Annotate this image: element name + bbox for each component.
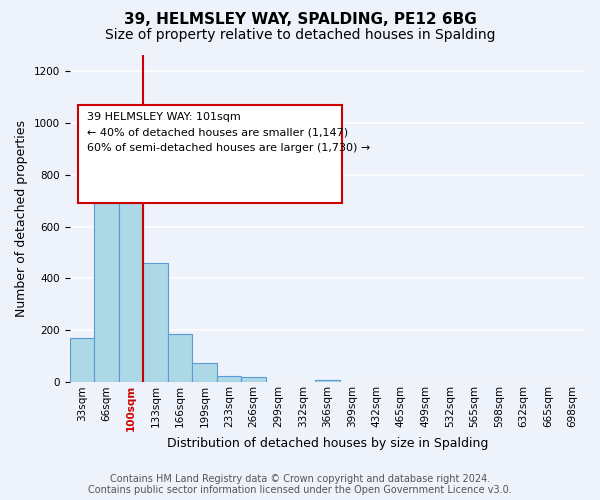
Bar bbox=[94, 130, 119, 382]
Bar bbox=[315, 380, 340, 382]
Text: Size of property relative to detached houses in Spalding: Size of property relative to detached ho… bbox=[105, 28, 495, 42]
Bar bbox=[70, 338, 94, 382]
Bar bbox=[192, 363, 217, 382]
Bar bbox=[143, 263, 168, 382]
Bar bbox=[119, 122, 143, 382]
Bar bbox=[217, 376, 241, 382]
Bar bbox=[241, 377, 266, 382]
X-axis label: Distribution of detached houses by size in Spalding: Distribution of detached houses by size … bbox=[167, 437, 488, 450]
Text: Contains public sector information licensed under the Open Government Licence v3: Contains public sector information licen… bbox=[88, 485, 512, 495]
Y-axis label: Number of detached properties: Number of detached properties bbox=[15, 120, 28, 317]
Text: 39, HELMSLEY WAY, SPALDING, PE12 6BG: 39, HELMSLEY WAY, SPALDING, PE12 6BG bbox=[124, 12, 476, 28]
Text: 39 HELMSLEY WAY: 101sqm
← 40% of detached houses are smaller (1,147)
60% of semi: 39 HELMSLEY WAY: 101sqm ← 40% of detache… bbox=[87, 112, 370, 153]
Bar bbox=[168, 334, 192, 382]
Text: Contains HM Land Registry data © Crown copyright and database right 2024.: Contains HM Land Registry data © Crown c… bbox=[110, 474, 490, 484]
